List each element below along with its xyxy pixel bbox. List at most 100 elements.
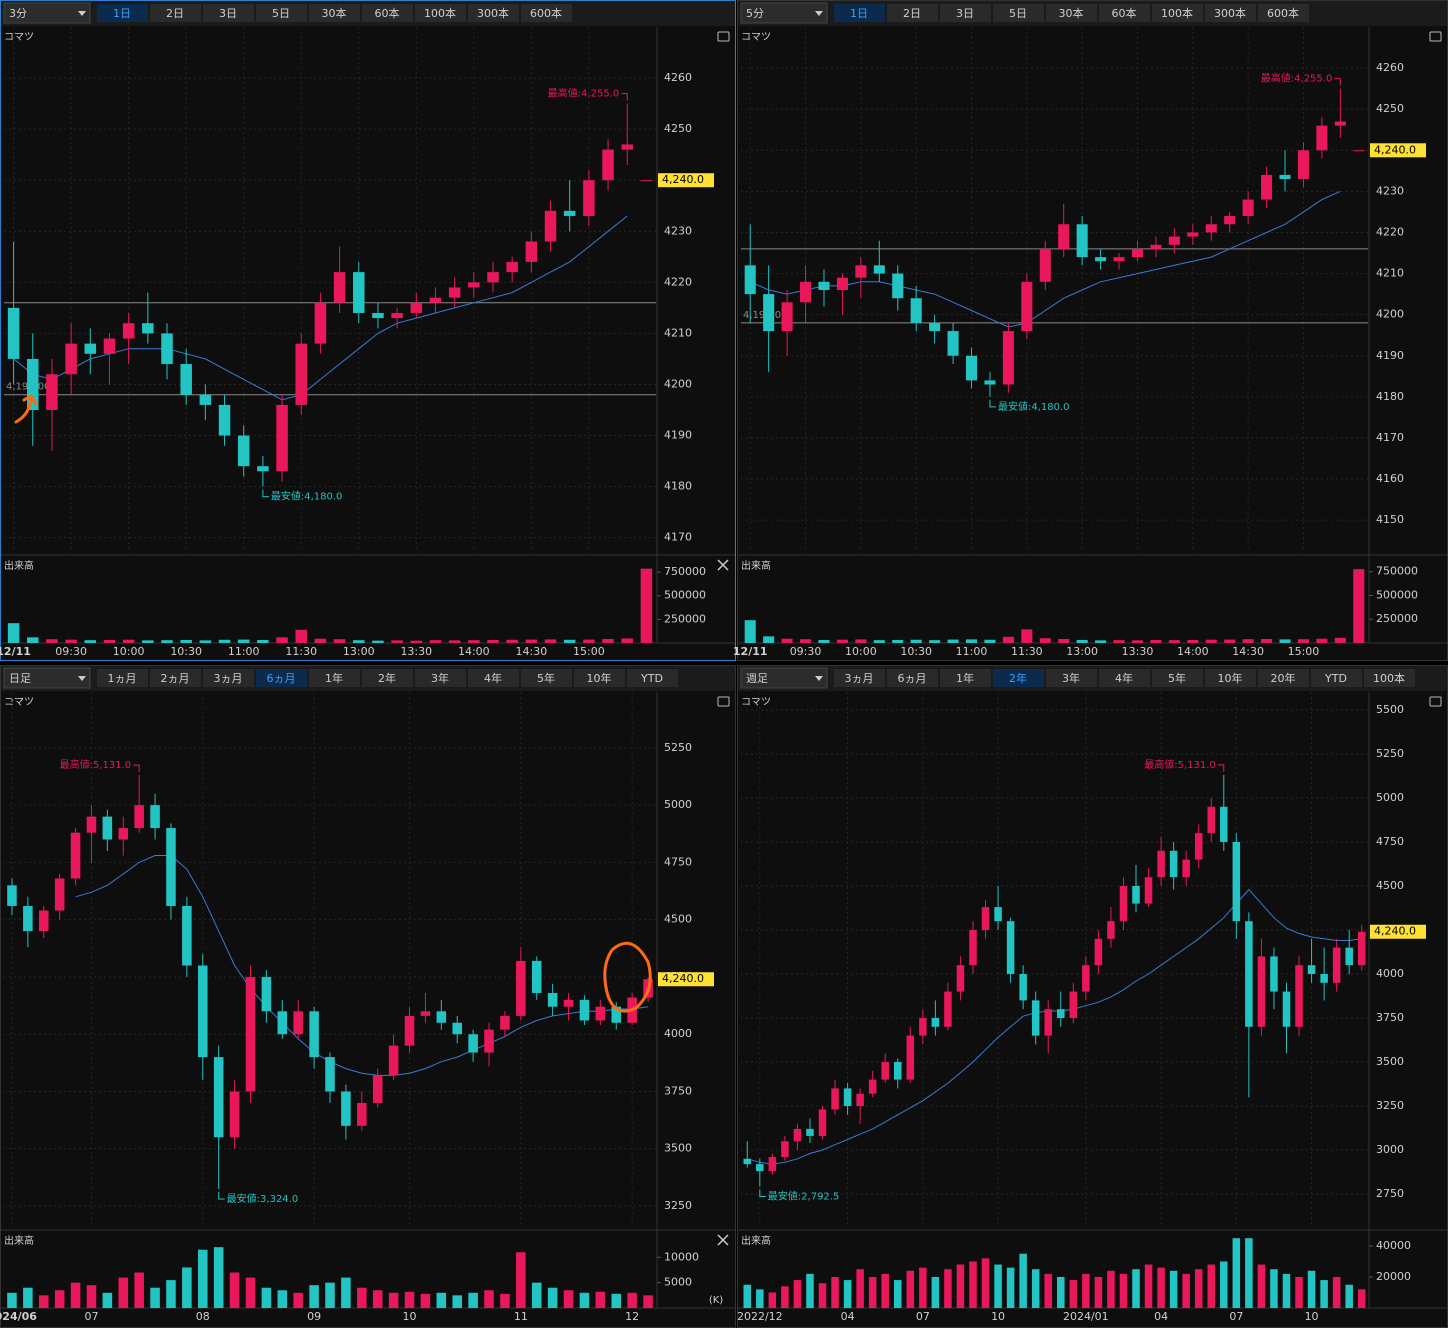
volume-bar: [1205, 639, 1217, 643]
candle-body: [1168, 236, 1180, 245]
y-tick-label: 3250: [664, 1199, 692, 1212]
range-button[interactable]: [627, 669, 678, 687]
range-button[interactable]: [521, 4, 572, 22]
lock-icon[interactable]: [1429, 696, 1442, 707]
range-button[interactable]: [468, 4, 519, 22]
volume-bar: [1076, 639, 1088, 643]
volume-bar: [277, 1290, 288, 1308]
x-tick-label: 10: [403, 1310, 417, 1323]
range-button[interactable]: [1152, 4, 1203, 22]
range-button[interactable]: [150, 4, 201, 22]
candle-body: [756, 1164, 764, 1172]
y-tick-label: 5000: [664, 798, 692, 811]
range-label: 10年: [1218, 671, 1243, 685]
volume-bar: [531, 1282, 542, 1308]
range-button[interactable]: [203, 4, 254, 22]
candle-body: [468, 1034, 478, 1053]
range-button[interactable]: [362, 4, 413, 22]
range-button[interactable]: [309, 669, 360, 687]
range-button[interactable]: [1258, 4, 1309, 22]
range-button[interactable]: [1152, 669, 1203, 687]
range-button[interactable]: [574, 669, 625, 687]
range-button[interactable]: [415, 669, 466, 687]
volume-bar: [868, 1276, 877, 1308]
interval-dropdown[interactable]: [740, 667, 828, 689]
range-button[interactable]: [521, 669, 572, 687]
range-label: 30本: [1059, 6, 1084, 20]
volume-bar: [583, 639, 595, 643]
panel: [737, 665, 1448, 1328]
range-button[interactable]: [203, 669, 254, 687]
volume-bar: [1332, 1276, 1341, 1308]
close-volume-icon[interactable]: [717, 1234, 729, 1246]
interval-dropdown[interactable]: [3, 2, 91, 24]
range-button[interactable]: [415, 4, 466, 22]
volume-bar: [1257, 1264, 1266, 1308]
range-button[interactable]: [1258, 669, 1309, 687]
close-volume-icon[interactable]: [717, 559, 729, 571]
range-button[interactable]: [468, 669, 519, 687]
candle-body: [229, 1091, 240, 1138]
range-button[interactable]: [993, 4, 1044, 22]
range-button[interactable]: [887, 4, 938, 22]
range-button[interactable]: [1099, 4, 1150, 22]
range-button[interactable]: [1364, 669, 1415, 687]
range-button[interactable]: [940, 669, 991, 687]
lock-icon[interactable]: [717, 696, 730, 707]
range-button[interactable]: [940, 4, 991, 22]
range-button[interactable]: [150, 669, 201, 687]
range-button[interactable]: [993, 669, 1044, 687]
range-button[interactable]: [1046, 669, 1097, 687]
volume-bar: [856, 1269, 864, 1308]
y-tick-label: 3750: [664, 1084, 692, 1097]
volume-bar: [341, 1277, 351, 1308]
volume-bar: [199, 640, 212, 643]
candle-body: [583, 180, 595, 216]
candle-body: [1282, 991, 1291, 1027]
candle-body: [547, 992, 558, 1007]
interval-dropdown[interactable]: [3, 667, 91, 689]
volume-bar: [38, 1295, 49, 1308]
interval-dropdown[interactable]: [740, 2, 828, 24]
candle-body: [38, 910, 49, 932]
volume-bar: [1297, 639, 1309, 643]
candle-body: [1224, 216, 1236, 225]
range-button[interactable]: [256, 669, 307, 687]
candle-body: [1245, 921, 1253, 1027]
range-button[interactable]: [1205, 4, 1256, 22]
range-button[interactable]: [256, 4, 307, 22]
volume-bar: [1220, 1261, 1228, 1308]
range-button[interactable]: [1311, 669, 1362, 687]
candle-body: [118, 828, 129, 840]
lock-icon[interactable]: [717, 31, 730, 42]
candle-body: [1353, 150, 1365, 152]
candle-body: [1132, 885, 1140, 904]
candle-body: [1242, 199, 1254, 217]
range-button[interactable]: [362, 669, 413, 687]
candle-body: [1307, 965, 1316, 974]
range-button[interactable]: [887, 669, 938, 687]
range-button[interactable]: [1099, 669, 1150, 687]
volume-bar: [86, 1285, 97, 1308]
range-button[interactable]: [309, 4, 360, 22]
volume-bar: [404, 1291, 415, 1308]
volume-bar: [1006, 1267, 1015, 1308]
volume-tick-label: 250000: [664, 612, 706, 625]
range-button[interactable]: [97, 669, 148, 687]
range-button[interactable]: [834, 4, 885, 22]
volume-bar: [237, 639, 250, 643]
range-button[interactable]: [834, 669, 885, 687]
range-label: 1ヵ月: [108, 672, 137, 685]
volume-bar: [1279, 639, 1291, 643]
range-button[interactable]: [1205, 669, 1256, 687]
range-button[interactable]: [1046, 4, 1097, 22]
candle-body: [611, 1006, 622, 1023]
lock-icon[interactable]: [1429, 31, 1442, 42]
range-button[interactable]: [97, 4, 148, 22]
x-tick-label: 14:30: [1232, 645, 1264, 658]
range-label: 4年: [1115, 671, 1133, 685]
y-tick-label: 5250: [664, 741, 692, 754]
high-label: 最高値:4,255.0: [548, 87, 620, 100]
volume-bar: [1132, 1269, 1140, 1308]
candle-body: [1295, 965, 1303, 1027]
